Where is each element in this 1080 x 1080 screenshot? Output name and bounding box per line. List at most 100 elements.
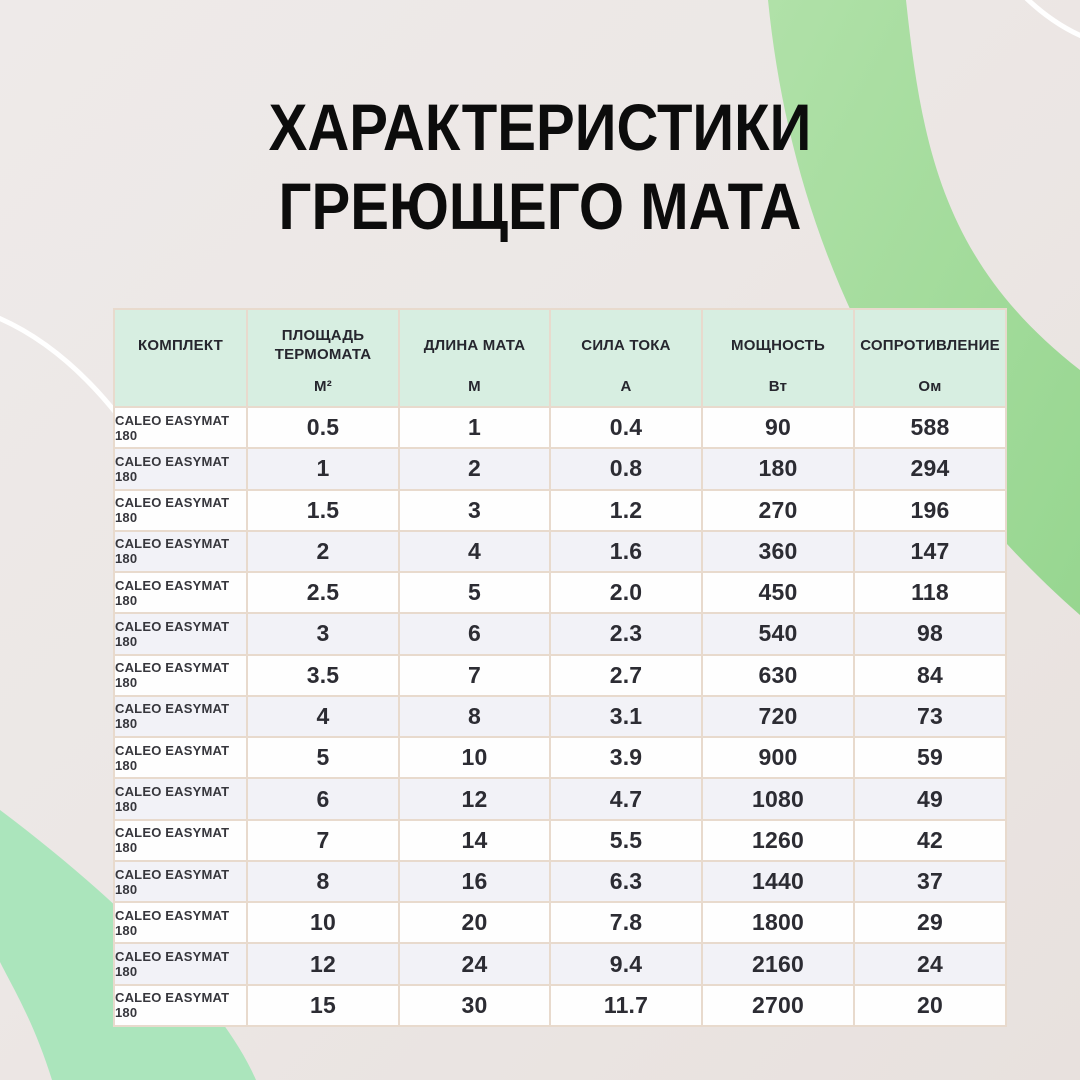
table-header: КОМПЛЕКТ ПЛОЩАДЬ ТЕРМОМАТА М² ДЛИНА МАТА… xyxy=(115,310,1005,406)
cell-kit: CALEO EASYMAT 180 xyxy=(115,531,246,572)
column-header-power: МОЩНОСТЬ Вт xyxy=(703,310,853,406)
table-row: CALEO EASYMAT 180 1.5 3 1.2 270 196 xyxy=(115,490,1005,530)
cell-kit: CALEO EASYMAT 180 xyxy=(115,738,246,778)
cell-area: 0.5 xyxy=(248,408,398,448)
cell-area: 4 xyxy=(248,696,398,737)
cell-current: 4.7 xyxy=(551,779,701,819)
cell-power: 180 xyxy=(703,449,853,489)
cell-current: 5.5 xyxy=(551,820,701,860)
cell-power: 630 xyxy=(703,655,853,695)
cell-kit: CALEO EASYMAT 180 xyxy=(115,573,246,613)
cell-area: 10 xyxy=(248,903,398,943)
column-header-resistance: СОПРОТИВЛЕНИЕ Ом xyxy=(855,310,1005,406)
column-label: СИЛА ТОКА xyxy=(581,336,671,354)
table-row: CALEO EASYMAT 180 15 30 11.7 2700 20 xyxy=(115,985,1005,1025)
cell-kit: CALEO EASYMAT 180 xyxy=(115,985,246,1025)
cell-length: 14 xyxy=(400,820,549,860)
table-row: CALEO EASYMAT 180 3 6 2.3 540 98 xyxy=(115,614,1005,654)
cell-area: 1 xyxy=(248,449,398,489)
cell-resistance: 29 xyxy=(855,903,1005,943)
cell-kit: CALEO EASYMAT 180 xyxy=(115,490,246,530)
cell-length: 5 xyxy=(400,573,549,613)
cell-resistance: 20 xyxy=(855,985,1005,1025)
table-row: CALEO EASYMAT 180 10 20 7.8 1800 29 xyxy=(115,903,1005,943)
cell-current: 0.4 xyxy=(551,408,701,448)
cell-resistance: 147 xyxy=(855,531,1005,572)
cell-kit: CALEO EASYMAT 180 xyxy=(115,820,246,860)
cell-kit: CALEO EASYMAT 180 xyxy=(115,449,246,489)
column-unit: А xyxy=(620,377,632,395)
page-title-line1: ХАРАКТЕРИСТИКИ xyxy=(268,90,812,164)
cell-power: 360 xyxy=(703,531,853,572)
cell-resistance: 49 xyxy=(855,779,1005,819)
cell-area: 2.5 xyxy=(248,573,398,613)
cell-current: 2.3 xyxy=(551,614,701,654)
cell-power: 1260 xyxy=(703,820,853,860)
cell-current: 1.6 xyxy=(551,531,701,572)
column-label: МОЩНОСТЬ xyxy=(731,336,825,354)
table-row: CALEO EASYMAT 180 5 10 3.9 900 59 xyxy=(115,738,1005,778)
cell-length: 6 xyxy=(400,614,549,654)
cell-resistance: 84 xyxy=(855,655,1005,695)
column-unit: М xyxy=(468,377,481,395)
cell-current: 0.8 xyxy=(551,449,701,489)
cell-length: 1 xyxy=(400,408,549,448)
cell-length: 4 xyxy=(400,531,549,572)
table-row: CALEO EASYMAT 180 2 4 1.6 360 147 xyxy=(115,531,1005,572)
cell-current: 2.0 xyxy=(551,573,701,613)
cell-resistance: 59 xyxy=(855,738,1005,778)
column-label: ДЛИНА МАТА xyxy=(423,336,526,354)
cell-length: 16 xyxy=(400,861,549,902)
cell-current: 11.7 xyxy=(551,985,701,1025)
cell-resistance: 24 xyxy=(855,944,1005,984)
cell-resistance: 588 xyxy=(855,408,1005,448)
cell-length: 30 xyxy=(400,985,549,1025)
table-row: CALEO EASYMAT 180 3.5 7 2.7 630 84 xyxy=(115,655,1005,695)
spec-table: КОМПЛЕКТ ПЛОЩАДЬ ТЕРМОМАТА М² ДЛИНА МАТА… xyxy=(113,308,1007,1027)
cell-power: 900 xyxy=(703,738,853,778)
cell-resistance: 73 xyxy=(855,696,1005,737)
cell-area: 5 xyxy=(248,738,398,778)
page-title-line2: ГРЕЮЩЕГО МАТА xyxy=(278,169,802,243)
cell-length: 8 xyxy=(400,696,549,737)
column-label: КОМПЛЕКТ xyxy=(138,336,223,354)
cell-power: 90 xyxy=(703,408,853,448)
cell-area: 2 xyxy=(248,531,398,572)
cell-power: 540 xyxy=(703,614,853,654)
cell-length: 7 xyxy=(400,655,549,695)
cell-length: 24 xyxy=(400,944,549,984)
column-unit: М² xyxy=(314,377,332,395)
white-arc-top-right xyxy=(1024,0,1080,39)
table-body: CALEO EASYMAT 180 0.5 1 0.4 90 588 CALEO… xyxy=(115,408,1005,1025)
cell-power: 1440 xyxy=(703,861,853,902)
table-row: CALEO EASYMAT 180 4 8 3.1 720 73 xyxy=(115,696,1005,737)
cell-area: 6 xyxy=(248,779,398,819)
table-row: CALEO EASYMAT 180 6 12 4.7 1080 49 xyxy=(115,779,1005,819)
table-row: CALEO EASYMAT 180 7 14 5.5 1260 42 xyxy=(115,820,1005,860)
cell-area: 12 xyxy=(248,944,398,984)
cell-area: 3.5 xyxy=(248,655,398,695)
table-row: CALEO EASYMAT 180 2.5 5 2.0 450 118 xyxy=(115,573,1005,613)
cell-kit: CALEO EASYMAT 180 xyxy=(115,944,246,984)
cell-area: 8 xyxy=(248,861,398,902)
cell-power: 720 xyxy=(703,696,853,737)
column-header-area: ПЛОЩАДЬ ТЕРМОМАТА М² xyxy=(248,310,398,406)
cell-power: 450 xyxy=(703,573,853,613)
cell-area: 3 xyxy=(248,614,398,654)
table-row: CALEO EASYMAT 180 0.5 1 0.4 90 588 xyxy=(115,408,1005,448)
cell-current: 2.7 xyxy=(551,655,701,695)
cell-current: 1.2 xyxy=(551,490,701,530)
cell-kit: CALEO EASYMAT 180 xyxy=(115,655,246,695)
cell-resistance: 42 xyxy=(855,820,1005,860)
cell-area: 7 xyxy=(248,820,398,860)
page-title: ХАРАКТЕРИСТИКИ ГРЕЮЩЕГО МАТА xyxy=(0,88,1080,246)
table-row: CALEO EASYMAT 180 12 24 9.4 2160 24 xyxy=(115,944,1005,984)
cell-power: 270 xyxy=(703,490,853,530)
cell-length: 12 xyxy=(400,779,549,819)
cell-area: 1.5 xyxy=(248,490,398,530)
cell-kit: CALEO EASYMAT 180 xyxy=(115,614,246,654)
cell-resistance: 37 xyxy=(855,861,1005,902)
cell-current: 3.9 xyxy=(551,738,701,778)
cell-length: 10 xyxy=(400,738,549,778)
